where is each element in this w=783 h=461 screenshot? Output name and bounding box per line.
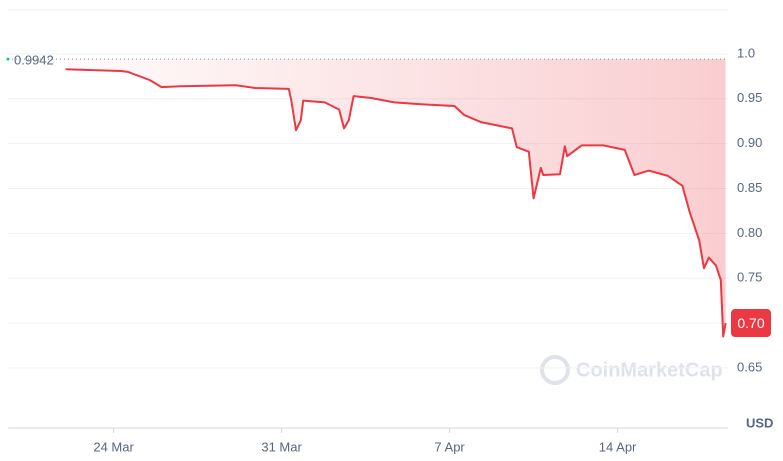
reference-label: 0.9942	[14, 53, 54, 68]
watermark-text: CoinMarketCap	[576, 359, 723, 381]
y-tick-label: 0.90	[737, 135, 762, 150]
watermark: CoinMarketCap	[540, 355, 723, 385]
price-area	[65, 59, 726, 337]
current-price-label: 0.70	[737, 315, 764, 331]
y-tick-label: 0.80	[737, 225, 762, 240]
x-tick-label: 7 Apr	[434, 439, 465, 454]
y-tick-label: 0.85	[737, 180, 762, 195]
y-tick-label: 0.65	[737, 359, 762, 374]
x-tick-label: 14 Apr	[599, 439, 637, 454]
reference-dot	[6, 57, 10, 61]
watermark-logo	[540, 355, 570, 385]
y-tick-label: 0.75	[737, 270, 762, 285]
x-tick-label: 31 Mar	[261, 439, 302, 454]
price-line	[65, 68, 727, 338]
y-tick-label: 1.0	[737, 45, 755, 60]
x-tick-label: 24 Mar	[93, 439, 134, 454]
unit-label: USD	[746, 415, 773, 430]
y-tick-label: 0.95	[737, 90, 762, 105]
current-price-box	[731, 309, 771, 338]
